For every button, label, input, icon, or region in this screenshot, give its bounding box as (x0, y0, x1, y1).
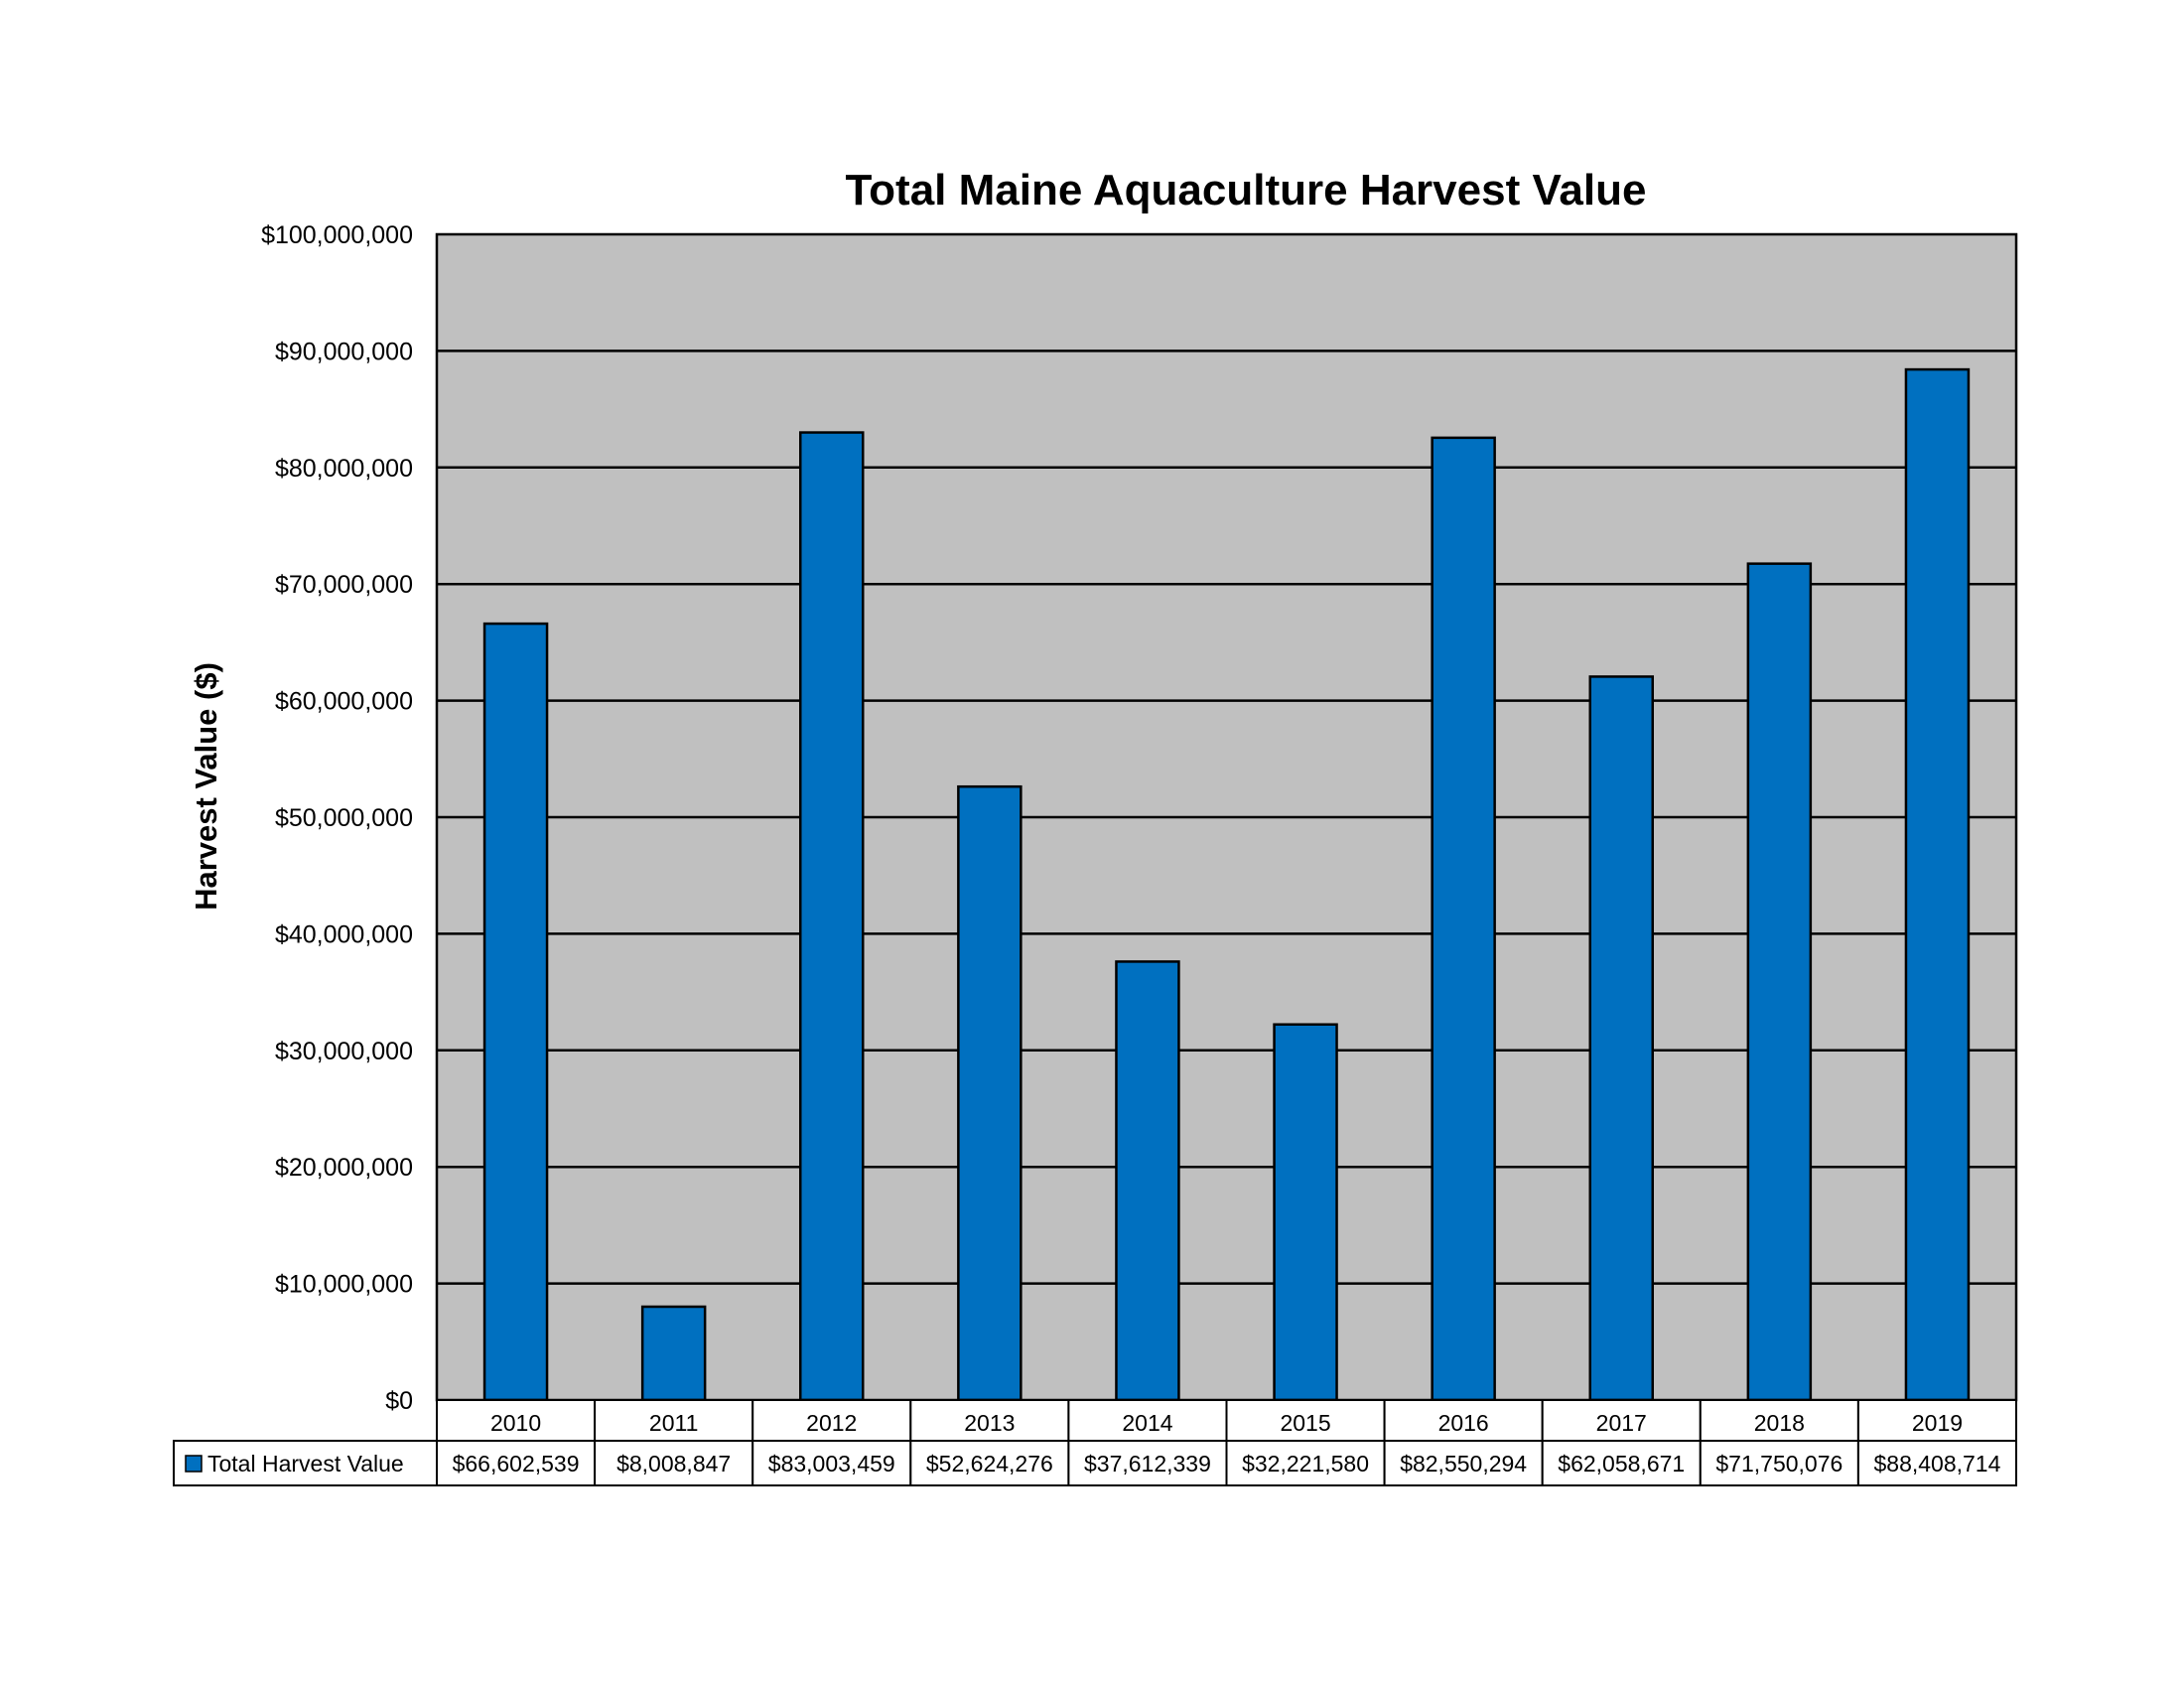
bar (799, 431, 865, 1402)
x-tick-label: 2015 (1280, 1410, 1330, 1436)
table-header-cell (1541, 1399, 1702, 1442)
table-value-cell (1067, 1440, 1228, 1486)
table-value-cell (751, 1440, 912, 1486)
x-tick-label: 2016 (1438, 1410, 1489, 1436)
data-table: 2010 2011 2012 2013 2014 2015 2016 2017 2018 2019… (173, 1399, 2018, 1486)
data-label: $32,221,580 (1242, 1451, 1369, 1477)
bar (1588, 675, 1654, 1402)
data-label: $83,003,459 (768, 1451, 895, 1477)
data-label: $8,008,847 (616, 1451, 731, 1477)
data-label: $88,408,714 (1873, 1451, 2000, 1477)
table-value-cell (1699, 1440, 1859, 1486)
x-tick-label: 2018 (1754, 1410, 1805, 1436)
table-value-cell (909, 1440, 1070, 1486)
y-tick-label: $20,000,000 (275, 1154, 413, 1182)
y-tick-label: $100,000,000 (261, 221, 413, 249)
y-tick-label: $90,000,000 (275, 338, 413, 365)
data-label: $52,624,276 (926, 1451, 1053, 1477)
y-tick-label: $70,000,000 (275, 571, 413, 599)
x-tick-label: 2013 (964, 1410, 1015, 1436)
legend-label: Total Harvest Value (207, 1451, 404, 1477)
bar (957, 784, 1023, 1402)
y-tick-label: $10,000,000 (275, 1271, 413, 1299)
data-label: $66,602,539 (453, 1451, 580, 1477)
y-tick-label: $30,000,000 (275, 1038, 413, 1065)
table-value-cell (1856, 1440, 2018, 1486)
x-tick-label: 2010 (490, 1410, 541, 1436)
bar (1431, 436, 1496, 1402)
table-header-cell (1699, 1399, 1859, 1442)
bar (1115, 960, 1180, 1402)
plot-area: $0 $10,000,000 $20,000,000 $30,000,000 $40,0… (261, 221, 2018, 1415)
bar (1273, 1023, 1338, 1402)
table-value-cell (594, 1440, 754, 1486)
legend-swatch (185, 1455, 203, 1473)
bar (1904, 367, 1971, 1402)
x-tick-label: 2014 (1122, 1410, 1172, 1436)
chart-title: Total Maine Aquaculture Harvest Value (846, 166, 1647, 214)
y-axis-label: Harvest Value ($) (189, 662, 223, 911)
table-header-cell (436, 1399, 597, 1442)
y-tick-label: $40,000,000 (275, 920, 413, 948)
x-tick-label: 2012 (806, 1410, 857, 1436)
data-label: $37,612,339 (1084, 1451, 1211, 1477)
y-tick-label: $80,000,000 (275, 455, 413, 483)
table-value-cell (436, 1440, 597, 1486)
y-tick-label: $50,000,000 (275, 804, 413, 832)
y-tick-label: $60,000,000 (275, 688, 413, 716)
data-label: $82,550,294 (1400, 1451, 1527, 1477)
x-tick-label: 2011 (649, 1410, 698, 1436)
data-label: $62,058,671 (1558, 1451, 1685, 1477)
bar (1746, 562, 1813, 1402)
bar (482, 622, 549, 1402)
table-value-cell (1225, 1440, 1386, 1486)
table-header-cell (751, 1399, 912, 1442)
x-tick-label: 2017 (1596, 1410, 1647, 1436)
table-header-cell (1225, 1399, 1386, 1442)
x-tick-label: 2019 (1912, 1410, 1963, 1436)
bar (640, 1305, 707, 1402)
data-label: $71,750,076 (1715, 1451, 1843, 1477)
table-value-cell (1541, 1440, 1702, 1486)
y-tick-label: $0 (385, 1387, 413, 1415)
